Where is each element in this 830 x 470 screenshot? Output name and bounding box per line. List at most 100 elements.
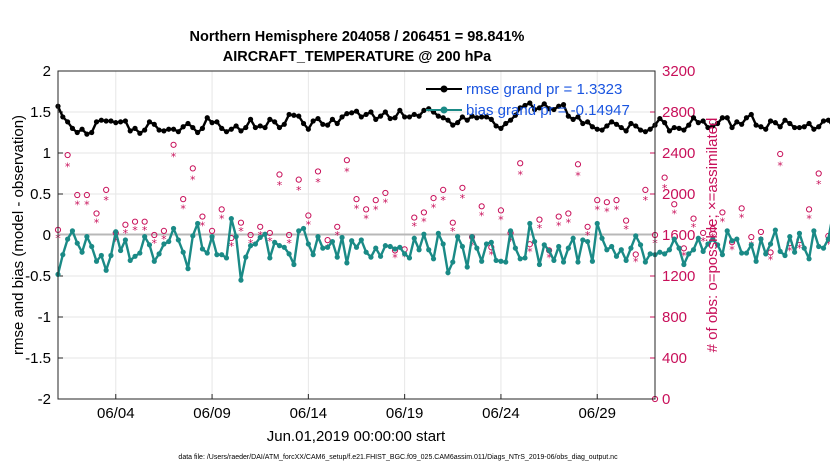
- bias-point: [373, 245, 379, 251]
- bias-point: [382, 243, 388, 249]
- bias-point: [286, 251, 292, 257]
- bias-point: [748, 242, 754, 248]
- bias-point: [315, 234, 321, 240]
- rmse-point: [580, 120, 586, 127]
- assimilated-obs-point: *: [75, 199, 81, 212]
- bias-point: [368, 254, 374, 260]
- possible-obs-point: [690, 215, 697, 222]
- assimilated-obs-point: *: [460, 192, 466, 205]
- bias-point: [580, 237, 586, 243]
- bias-point: [507, 228, 514, 234]
- assimilated-obs-point: *: [431, 202, 437, 215]
- assimilated-obs-point: *: [700, 235, 706, 248]
- bias-point: [219, 252, 225, 258]
- possible-obs-point: [93, 210, 100, 217]
- rmse-point: [440, 115, 446, 121]
- bias-point: [402, 251, 408, 257]
- possible-obs-point: [170, 141, 177, 148]
- rmse-point: [503, 120, 509, 127]
- possible-obs-point: [122, 221, 129, 228]
- assimilated-obs-point: *: [585, 229, 591, 242]
- bias-point: [238, 277, 244, 283]
- rmse-point: [74, 129, 80, 136]
- bias-point: [551, 257, 557, 264]
- bias-point: [252, 241, 258, 247]
- assimilated-obs-point: *: [594, 204, 600, 217]
- rmse-point: [483, 114, 490, 120]
- bias-point: [666, 247, 673, 253]
- bias-point: [175, 237, 181, 243]
- assimilated-obs-point: *: [450, 225, 456, 238]
- rmse-point: [214, 119, 220, 125]
- bias-point: [455, 234, 461, 240]
- bias-point: [108, 252, 114, 259]
- rmse-point: [411, 111, 417, 118]
- rmse-point: [146, 119, 153, 125]
- legend-bias-label: bias grand pr = -0.14947: [466, 102, 630, 119]
- bias-point: [517, 256, 523, 262]
- bias-point: [445, 270, 451, 276]
- possible-obs-point: [632, 251, 639, 258]
- x-tick-label: 06/29: [578, 405, 616, 422]
- rmse-point: [450, 122, 456, 128]
- bias-point: [430, 256, 437, 262]
- rmse-point: [512, 112, 518, 118]
- possible-obs-point: [151, 231, 158, 239]
- rmse-point: [623, 128, 629, 134]
- assimilated-obs-point: *: [103, 194, 109, 207]
- possible-obs-point: [237, 219, 245, 226]
- rmse-point: [690, 115, 697, 121]
- right-y-tick-label: 400: [662, 350, 687, 367]
- rmse-point: [175, 129, 181, 135]
- possible-obs-point: [777, 150, 784, 158]
- assimilated-obs-point: *: [267, 235, 273, 248]
- bias-point: [820, 245, 827, 251]
- bias-point: [464, 264, 470, 270]
- rmse-point: [662, 120, 668, 126]
- bias-point: [363, 249, 369, 255]
- x-tick-label: 06/09: [193, 405, 231, 422]
- rmse-point: [796, 124, 803, 131]
- bias-point: [170, 225, 177, 232]
- rmse-point: [719, 115, 726, 121]
- right-y-tick-label: 800: [662, 309, 687, 326]
- rmse-point: [546, 106, 552, 112]
- rmse-point: [666, 128, 673, 134]
- possible-obs-point: [536, 216, 543, 223]
- bias-point: [353, 244, 360, 250]
- rmse-point: [435, 113, 441, 119]
- rmse-point: [604, 123, 610, 129]
- bias-point: [556, 243, 562, 250]
- bias-point: [195, 220, 201, 227]
- assimilated-obs-point: *: [672, 208, 678, 221]
- possible-obs-point: [613, 197, 620, 204]
- rmse-point: [565, 113, 571, 119]
- rmse-point: [204, 115, 210, 121]
- assimilated-obs-point: *: [296, 184, 302, 197]
- bias-point: [377, 253, 384, 259]
- assimilated-obs-point: *: [633, 255, 639, 268]
- bias-point: [349, 238, 355, 244]
- rmse-point: [238, 128, 244, 134]
- bias-point: [296, 228, 302, 234]
- assimilated-obs-point: *: [344, 165, 350, 178]
- possible-obs-point: [738, 205, 745, 212]
- rmse-point: [517, 105, 523, 111]
- bias-point: [719, 252, 726, 258]
- bias-point: [686, 251, 692, 257]
- bias-point: [816, 243, 822, 250]
- bias-point: [599, 235, 605, 241]
- bias-point: [358, 237, 364, 243]
- possible-obs-point: [103, 186, 110, 193]
- bias-point: [180, 249, 186, 255]
- bias-point: [406, 255, 413, 261]
- rmse-point: [642, 129, 648, 135]
- rmse-point: [671, 124, 677, 131]
- bias-point: [93, 258, 100, 264]
- bias-point: [291, 261, 297, 268]
- assimilated-obs-point: *: [152, 237, 158, 250]
- rmse-point: [122, 118, 129, 124]
- right-y-tick-label: 2000: [662, 186, 695, 203]
- possible-obs-point: [343, 157, 350, 164]
- bias-point: [267, 255, 273, 261]
